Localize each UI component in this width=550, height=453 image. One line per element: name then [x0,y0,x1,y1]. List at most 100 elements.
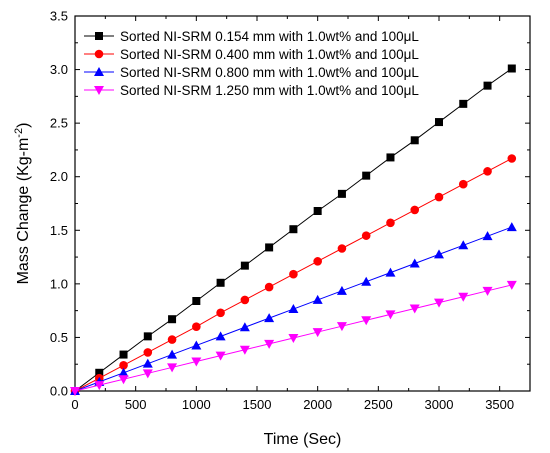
data-point [409,258,420,268]
data-point [386,218,395,228]
data-point [215,351,226,361]
x-axis-title: Time (Sec) [264,431,342,448]
data-point [142,358,153,368]
data-point [507,154,517,163]
data-point [265,243,274,252]
data-point [142,369,153,379]
data-point [191,340,202,350]
legend: Sorted NI-SRM 0.154 mm with 1.0wt% and 1… [84,29,419,98]
y-axis-ticks: 0.0 0.5 1.0 1.5 2.0 2.5 3.0 3.5 [50,9,530,399]
series-2 [70,154,517,396]
data-point [264,313,275,323]
legend-marker [95,32,103,40]
data-point [434,249,444,259]
data-point [167,335,177,344]
y-tick-label: 2.0 [50,169,68,184]
legend-label: Sorted NI-SRM 0.154 mm with 1.0wt% and 1… [120,29,419,44]
legend-label: Sorted NI-SRM 1.250 mm with 1.0wt% and 1… [120,83,419,98]
data-point [313,207,322,215]
data-point [239,322,250,332]
x-tick-label: 2000 [303,397,332,412]
series-4 [70,280,517,396]
data-point [167,363,178,373]
legend-marker [94,86,104,95]
data-point [143,348,153,357]
y-axis-title: Mass Change (Kg-m-2) [13,123,32,285]
data-point [435,118,443,127]
y-tick-label: 0.5 [50,330,68,345]
y-axis-title-main: Mass Change (Kg-m [15,138,32,285]
data-point [506,280,517,290]
data-point [168,315,177,324]
series-1 [71,64,516,395]
data-point [167,349,178,359]
data-point [506,222,517,232]
y-axis-title-close: ) [15,123,32,128]
data-point [264,282,274,292]
data-point [361,231,371,240]
data-point [410,205,420,215]
data-point [313,257,322,266]
x-tick-label: 1500 [243,397,272,412]
data-point [192,322,201,332]
data-point [337,244,347,253]
data-point [409,304,420,314]
data-point [459,99,468,108]
data-point [94,381,105,391]
data-point [264,339,275,349]
series-layer [70,64,517,396]
x-tick-label: 1000 [182,397,211,412]
legend-label: Sorted NI-SRM 0.800 mm with 1.0wt% and 1… [120,65,419,80]
data-point [385,267,396,277]
y-tick-label: 1.5 [50,223,68,238]
data-point [70,387,80,396]
y-tick-label: 1.0 [50,276,68,291]
data-point [289,269,298,279]
data-point [458,292,469,302]
data-point [239,345,250,355]
data-point [482,231,493,241]
y-tick-label: 3.5 [50,9,68,24]
y-tick-label: 3.0 [50,62,68,77]
data-point [118,375,129,385]
y-tick-label: 2.5 [50,116,68,131]
legend-marker [94,67,104,76]
data-point [288,304,299,314]
y-tick-label: 0.0 [50,384,68,399]
x-tick-label: 2500 [364,397,393,412]
x-tick-label: 500 [125,397,147,412]
data-point [386,153,395,162]
data-point [482,286,493,296]
data-point [240,261,249,270]
data-point [192,297,201,305]
y-axis-title-superscript: -2 [13,128,25,138]
legend-marker [94,49,104,59]
data-point [337,189,346,198]
data-point [288,333,299,343]
x-tick-label: 0 [71,397,78,412]
data-point [434,298,444,308]
data-point [483,81,492,90]
data-point [118,367,129,377]
data-point [507,64,516,73]
data-point [458,179,468,189]
data-point [434,192,444,202]
data-point [215,331,226,341]
data-point [119,360,128,370]
data-point [410,136,419,145]
series-3 [70,222,517,395]
data-point [361,276,372,286]
data-point [95,368,104,377]
data-point [119,350,128,359]
data-point [312,294,323,304]
data-point [362,171,371,180]
data-point [216,278,225,287]
data-point [312,328,323,338]
legend-label: Sorted NI-SRM 0.400 mm with 1.0wt% and 1… [120,47,419,62]
data-point [336,322,347,332]
data-point [191,357,202,367]
x-tick-label: 3000 [425,397,454,412]
data-point [483,167,492,176]
x-tick-label: 3500 [485,397,514,412]
